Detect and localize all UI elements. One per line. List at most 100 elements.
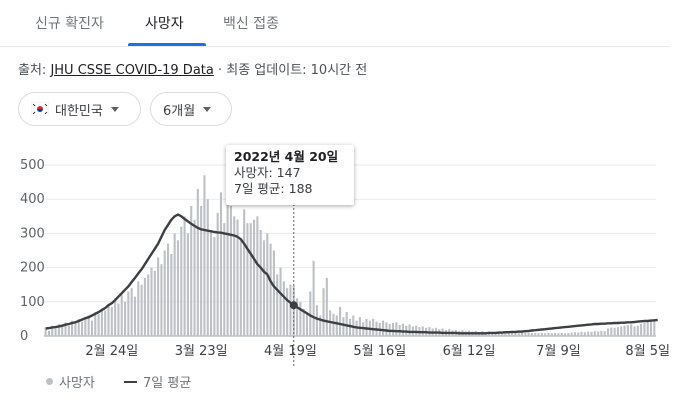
bar [67, 325, 70, 336]
south-korea-flag-icon [31, 102, 49, 116]
bar [272, 250, 275, 336]
bar [593, 331, 596, 336]
bar [537, 333, 540, 336]
bar [620, 326, 623, 336]
bar [233, 216, 236, 336]
period-dropdown[interactable]: 6개월 [150, 92, 232, 126]
source-prefix: 출처: [18, 63, 51, 78]
bar [305, 312, 309, 336]
bar [180, 226, 183, 336]
bar [219, 192, 223, 336]
bar [64, 322, 67, 336]
bar [527, 332, 530, 336]
bar [84, 317, 87, 336]
tab-vaccinations[interactable]: 백신 접종 [223, 16, 279, 32]
bar [236, 219, 239, 336]
bar [249, 223, 252, 336]
bar [153, 271, 156, 336]
bar [213, 236, 216, 336]
bar [44, 327, 47, 336]
deaths-chart[interactable]: 0 100 200 300 400 500 2월 24일 3월 23일 4월 19일 5월 16… [0, 140, 699, 370]
bar [127, 291, 130, 336]
bar [391, 323, 395, 336]
tab-new-cases[interactable]: 신규 확진자 [35, 16, 104, 32]
region-label: 대한민국 [55, 103, 103, 119]
bar [282, 281, 285, 336]
bar [524, 332, 527, 336]
period-label: 6개월 [163, 103, 196, 119]
bar [160, 264, 163, 336]
bar [570, 332, 573, 336]
bar [47, 330, 51, 336]
legend-dot-icon [46, 378, 53, 385]
source-line: 출처: JHU CSSE COVID-19 Data · 최종 업데이트: 10… [18, 59, 367, 78]
bar [97, 313, 100, 336]
bar [87, 315, 90, 336]
bar [223, 223, 226, 336]
legend-line: 7일 평균 [124, 372, 191, 391]
bar [94, 312, 97, 336]
bar [74, 323, 77, 336]
bar [573, 332, 577, 336]
bar [216, 212, 219, 336]
legend-line-label: 7일 평균 [143, 376, 192, 391]
tooltip-average: 7일 평균: 188 [234, 181, 313, 196]
bar [504, 332, 507, 336]
bar [491, 332, 494, 336]
bar [299, 301, 302, 336]
bar [100, 308, 103, 336]
bar [90, 320, 94, 336]
y-tick-label: 300 [20, 226, 45, 241]
bar [610, 327, 613, 336]
bar [653, 319, 656, 336]
region-dropdown[interactable]: 대한민국 [18, 92, 141, 126]
bar [246, 223, 249, 336]
bar [580, 331, 583, 336]
x-tick-label: 6월 12일 [443, 344, 496, 359]
bar [554, 332, 557, 336]
bar [312, 260, 315, 336]
bar [123, 301, 127, 336]
bar [606, 328, 610, 336]
bar [534, 332, 537, 336]
x-tick-label: 2월 24일 [85, 344, 138, 359]
bar [170, 253, 173, 336]
x-tick-label: 7월 9일 [536, 344, 581, 359]
bar [266, 233, 269, 336]
x-tick-label: 5월 16일 [353, 344, 406, 359]
bar [200, 206, 203, 336]
bar [54, 328, 57, 336]
hover-point [289, 301, 298, 310]
bar [173, 233, 176, 336]
bar [114, 298, 117, 336]
bar [186, 233, 189, 336]
bar [514, 332, 517, 336]
bar [133, 296, 137, 336]
bar [643, 323, 646, 336]
tab-deaths[interactable]: 사망자 [145, 16, 184, 32]
bar [71, 320, 74, 336]
bar [51, 325, 54, 336]
bar [206, 199, 209, 336]
legend-bars: 사망자 [46, 372, 95, 391]
bar [530, 332, 534, 336]
bar [57, 324, 60, 336]
x-tick-label: 8월 5일 [625, 344, 670, 359]
legend-bars-label: 사망자 [59, 376, 95, 391]
bar [597, 331, 600, 336]
bar [547, 332, 550, 336]
bar [130, 288, 133, 336]
bar [640, 323, 643, 336]
bar [497, 332, 500, 336]
bar [385, 322, 388, 336]
bar [163, 250, 166, 336]
bar [567, 332, 570, 336]
bar [140, 284, 143, 336]
bar [372, 318, 375, 336]
bar [590, 331, 593, 336]
bar [309, 291, 312, 336]
source-link[interactable]: JHU CSSE COVID-19 Data [50, 63, 214, 78]
bar [335, 315, 338, 336]
bar [157, 257, 160, 336]
legend-line-icon [124, 380, 137, 383]
